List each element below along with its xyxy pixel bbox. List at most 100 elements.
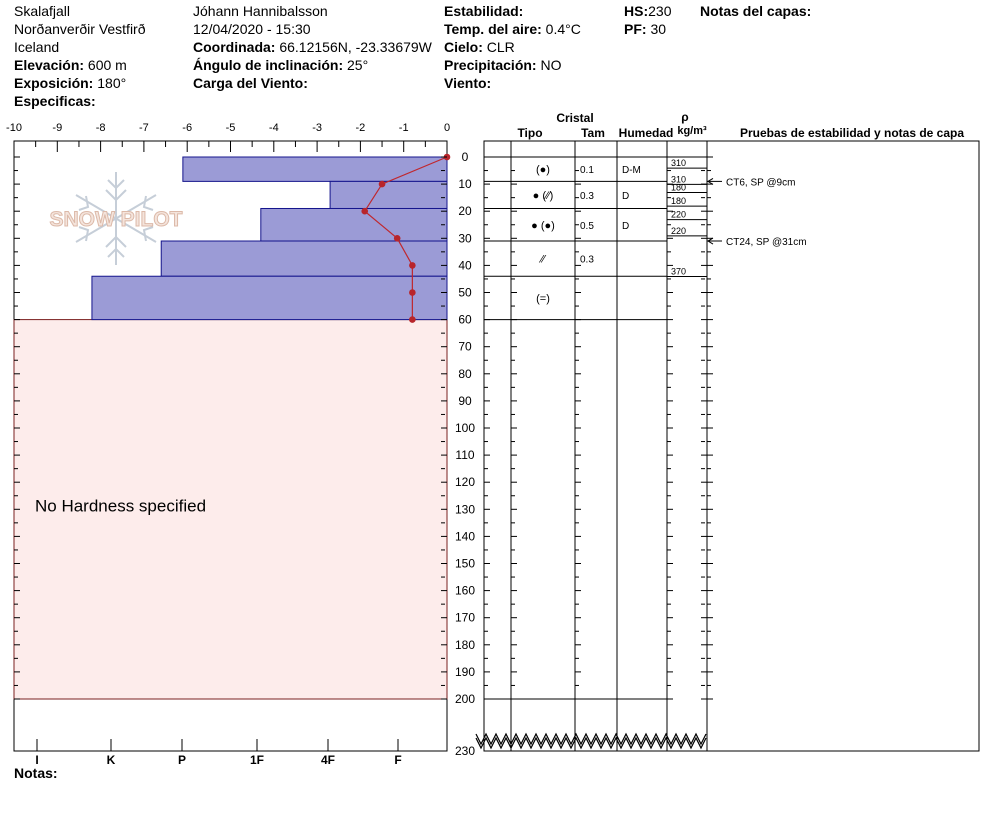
density-value: 220 [671,210,686,220]
layer-moisture: D [622,191,629,202]
moisture-header: Humedad [619,126,674,140]
layer-crystal-type: (=) [536,293,550,305]
depth-break-label: 230 [455,744,475,758]
layer-moisture: D [622,221,629,232]
depth-tick-label: 30 [458,231,472,245]
depth-tick-label: 130 [455,502,475,516]
observation-datetime: 12/04/2020 - 15:30 [193,21,311,37]
hs-label: HS: [624,3,649,19]
crystal-header: Cristal [556,111,593,125]
coordinates-field: Coordinada: 66.12156N, -23.33679W [193,39,432,56]
depth-tick-label: 10 [458,177,472,191]
temperature-point [409,262,416,269]
hardness-bar [182,156,448,182]
depth-tick-label: 150 [455,557,475,571]
temperature-point [378,180,386,188]
layer-crystal-type: (●) [536,164,550,176]
depth-tick-label: 70 [458,340,472,354]
chart-axes: -10 -9 -8 -7 -6 -5 -4 -3 -2 -1 0010203040506070809… [6,122,713,767]
depth-tick-label: 40 [458,258,472,272]
depth-tick-label: 50 [458,286,472,300]
region-name: Norðanverðir Vestfirð [14,21,146,37]
location-name: Skalafjall [14,3,71,19]
temperature-point [409,316,416,323]
layer-notes-label: Notas del capas: [700,3,812,19]
density-unit: kg/m³ [677,125,707,137]
hardness-label: P [178,753,186,767]
no-hardness-region [13,319,448,700]
layer-crystal-size: 0.5 [580,221,594,232]
hs-field: HS:230 [624,3,671,20]
depth-tick-label: 160 [455,584,475,598]
temp-tick-label: 0 [444,122,450,134]
aspect-value: 180° [97,75,127,91]
depth-tick-label: 170 [455,611,475,625]
slope-value: 25° [347,57,369,73]
depth-tick-label: 80 [458,367,472,381]
hs-value: 230 [648,3,672,19]
density-value: 180 [671,183,686,193]
density-value: 180 [671,196,686,206]
size-header: Tam [581,126,605,140]
density-value: 220 [671,226,686,236]
depth-tick-label: 190 [455,665,475,679]
temp-tick-label: -2 [356,122,366,134]
layer-crystal-type: ⁄⁄ [538,254,547,266]
layer-crystal-type: ● (⁄⁄) [533,190,554,202]
density-symbol: ρ [681,110,688,124]
air-temp-value: 0.4°C [545,21,581,37]
precipitation-field: Precipitación: NO [444,57,561,74]
hardness-plot: No Hardness specified [13,153,451,700]
temperature-point [361,207,369,215]
layer-crystal-size: 0.3 [580,255,594,266]
temp-tick-label: -6 [182,122,192,134]
hardness-label: K [107,753,116,767]
aspect-label: Exposición: [14,75,94,91]
sky-value: CLR [486,39,515,55]
elevation-value: 600 m [87,57,127,73]
arrow-icon [707,177,714,185]
temperature-point [409,289,416,296]
aspect-field: Exposición: 180° [14,75,126,92]
air-temp-label: Temp. del aire: [444,21,542,37]
depth-break-line [475,732,707,746]
pf-label: PF: [624,21,647,37]
depth-tick-label: 90 [458,394,472,408]
pf-field: PF: 30 [624,21,666,38]
snowpilot-logo-text: SNOW PILOT [50,208,183,231]
hardness-label: 1F [250,753,264,767]
temp-tick-label: -9 [52,122,62,134]
type-header: Tipo [517,126,542,140]
temp-tick-label: -8 [96,122,106,134]
elevation-field: Elevación: 600 m [14,57,127,74]
pf-value: 30 [650,21,667,37]
specifics-label: Especificas: [14,93,96,109]
sky-label: Cielo: [444,39,483,55]
layer-crystal-type: ● (●) [531,220,555,232]
observer-name: Jóhann Hannibalsson [193,3,328,19]
air-temp-field: Temp. del aire: 0.4°C [444,21,581,38]
depth-tick-label: 110 [455,448,474,462]
arrow-icon [707,237,714,245]
depth-tick-label: 180 [455,638,475,652]
depth-tick-label: 0 [462,150,469,164]
depth-tick-label: 140 [455,529,475,543]
elevation-label: Elevación: [14,57,85,73]
temp-tick-label: -5 [226,122,236,134]
depth-tick-label: 100 [455,421,475,435]
slope-label: Ángulo de inclinación: [193,57,344,73]
snowflake-logo-icon [75,172,157,265]
density-value: 370 [671,267,686,277]
sky-field: Cielo: CLR [444,39,515,56]
hardness-bar [91,275,448,321]
hardness-bar [329,180,448,209]
layer-moisture: D-M [622,165,641,176]
notes-label: Notas: [14,765,58,781]
stability-test-label: CT24, SP @31cm [726,237,807,248]
layer-crystal-size: 0.3 [580,191,594,202]
hardness-label: F [394,753,401,767]
depth-break-line [475,736,707,750]
coordinates-label: Coordinada: [193,39,276,55]
depth-tick-label: 60 [458,313,472,327]
precipitation-label: Precipitación: [444,57,537,73]
